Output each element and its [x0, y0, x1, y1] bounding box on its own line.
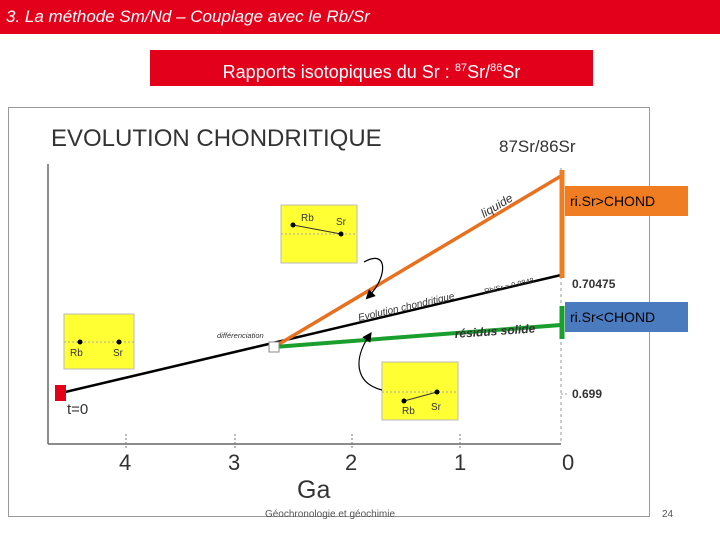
callout-high: ri.Sr>CHOND [565, 186, 688, 216]
evolution-figure: EVOLUTION CHONDRITIQUE 87Sr/86Sr 4 3 2 1… [8, 107, 650, 517]
box-residue-rb-label: Rb [402, 406, 415, 417]
chondritic-line [60, 273, 562, 395]
box-residue-rb-point [401, 398, 407, 404]
subtitle-prefix: Rapports isotopiques du Sr : [222, 62, 455, 82]
box-chondrite-sr-label: Sr [113, 348, 124, 359]
callout-low: ri.Sr<CHOND [565, 302, 688, 332]
box-residue-line [403, 391, 438, 402]
tick-label-4: 4 [119, 450, 131, 475]
box-liquid-sr-label: Sr [336, 217, 347, 228]
arrow-residue [358, 332, 383, 391]
t0-label: t=0 [67, 401, 88, 418]
box-residue-bg [381, 361, 459, 421]
tick-label-2: 2 [345, 450, 357, 475]
y-axis-label: 87Sr/86Sr [499, 137, 576, 156]
rb-sr-box-chondrite: Rb Sr [63, 313, 135, 370]
subtitle-suffix: Sr [502, 62, 521, 82]
footer-text: Géochronologie et géochimie [264, 509, 396, 520]
callout-high-text: ri.Sr>CHOND [570, 193, 656, 209]
tick-label-3: 3 [228, 450, 240, 475]
x-axis-label: Ga [297, 476, 330, 504]
value-label-low: 0.699 [572, 387, 602, 401]
subtitle-sup-86: 86 [490, 62, 503, 74]
tick-label-0: 0 [562, 450, 574, 475]
differentiation-point [268, 341, 280, 353]
differentiation-label: différenciation [217, 331, 264, 340]
subtitle-sup-87: 87 [454, 62, 468, 74]
box-liquid-rb-point [290, 222, 296, 228]
rb-sr-box-residue: Rb Sr [381, 361, 459, 421]
box-residue-sr-point [434, 389, 440, 395]
subtitle: Rapports isotopiques du Sr : 87Sr/86Sr [150, 50, 593, 90]
subtitle-box: Rapports isotopiques du Sr : 87Sr/86Sr [150, 50, 593, 86]
residue-label: résidus solide [454, 321, 536, 341]
evolution-diagram: EVOLUTION CHONDRITIQUE 87Sr/86Sr 4 3 2 1… [47, 125, 616, 504]
box-chondrite-rb-label: Rb [70, 348, 83, 359]
box-residue-sr-label: Sr [431, 402, 442, 413]
box-liquid-sr-point [338, 231, 344, 237]
slide-title: 3. La méthode Sm/Nd – Couplage avec le R… [6, 7, 370, 26]
box-chondrite-rb-point [77, 339, 83, 345]
liquid-line [273, 174, 562, 349]
box-chondrite-bg [63, 313, 135, 370]
arrow-liquid [363, 257, 384, 300]
title-bar: 3. La méthode Sm/Nd – Couplage avec le R… [0, 0, 720, 34]
chondritic-label: Evolution chondritique [357, 291, 456, 324]
callout-low-text: ri.Sr<CHOND [570, 309, 656, 325]
value-label-high: 0.70475 [572, 277, 616, 291]
start-marker [55, 385, 66, 401]
residue-line [273, 323, 562, 349]
tick-label-1: 1 [454, 450, 466, 475]
page-number: 24 [662, 509, 674, 520]
figure-heading: EVOLUTION CHONDRITIQUE [51, 125, 382, 152]
rb-sr-box-liquid: Rb Sr [280, 204, 358, 264]
box-liquid-rb-label: Rb [301, 213, 314, 224]
rbsr-label: Rb/Sr = 0.0848 [483, 276, 534, 296]
box-liquid-line [292, 224, 342, 235]
subtitle-mid: Sr/ [467, 62, 491, 82]
box-chondrite-sr-point [116, 339, 122, 345]
